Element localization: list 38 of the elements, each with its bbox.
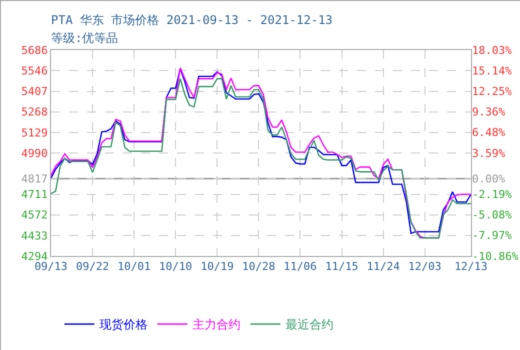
y-tick-label: 4711 xyxy=(21,188,48,202)
y-tick-label: 4433 xyxy=(21,229,48,242)
x-tick-label: 10/28 xyxy=(242,260,276,274)
y-tick-label: 4990 xyxy=(21,146,48,160)
x-tick-label: 10/19 xyxy=(200,260,234,274)
legend-label: 现货价格 xyxy=(99,318,148,332)
y2-tick-label: 3.59% xyxy=(472,146,506,160)
chart-subtitle: 等级:优等品 xyxy=(51,31,118,45)
x-tick-label: 11/15 xyxy=(325,260,358,274)
y2-tick-label: -10.86% xyxy=(472,250,519,263)
x-tick-label: 10/10 xyxy=(159,260,192,274)
x-tick-label: 09/22 xyxy=(76,260,110,274)
x-tick-label: 12/03 xyxy=(408,260,442,274)
y2-tick-label: 12.25% xyxy=(472,85,512,98)
y-tick-label: 5407 xyxy=(21,85,48,98)
chart-title: PTA 华东 市场价格 2021-09-13 - 2021-12-13 xyxy=(51,13,333,27)
y-tick-label: 4572 xyxy=(21,208,48,222)
x-tick-label: 11/06 xyxy=(284,260,317,274)
x-tick-label: 11/24 xyxy=(366,260,400,274)
y2-tick-label: -7.97% xyxy=(472,229,512,242)
y-tick-label: 5686 xyxy=(21,44,48,57)
y-tick-label: 4294 xyxy=(21,250,48,263)
y2-tick-label: 18.03% xyxy=(472,44,512,57)
y2-tick-label: -5.08% xyxy=(472,208,512,222)
y-tick-label: 5546 xyxy=(21,64,48,78)
x-tick-label: 12/13 xyxy=(454,260,488,274)
y-tick-label: 5268 xyxy=(21,106,48,119)
y-tick-label: 4817 xyxy=(21,172,48,186)
y2-tick-label: -2.19% xyxy=(472,188,512,202)
y-tick-label: 5129 xyxy=(21,126,48,140)
x-tick-label: 09/13 xyxy=(34,260,68,274)
y2-tick-label: 9.36% xyxy=(472,106,506,119)
legend-label: 主力合约 xyxy=(192,318,240,332)
y2-tick-label: 0.00% xyxy=(472,172,506,186)
y2-tick-label: 6.48% xyxy=(472,126,506,140)
x-tick-label: 10/01 xyxy=(118,260,151,274)
y2-tick-label: 15.14% xyxy=(472,64,512,78)
legend-label: 最近合约 xyxy=(285,318,334,332)
